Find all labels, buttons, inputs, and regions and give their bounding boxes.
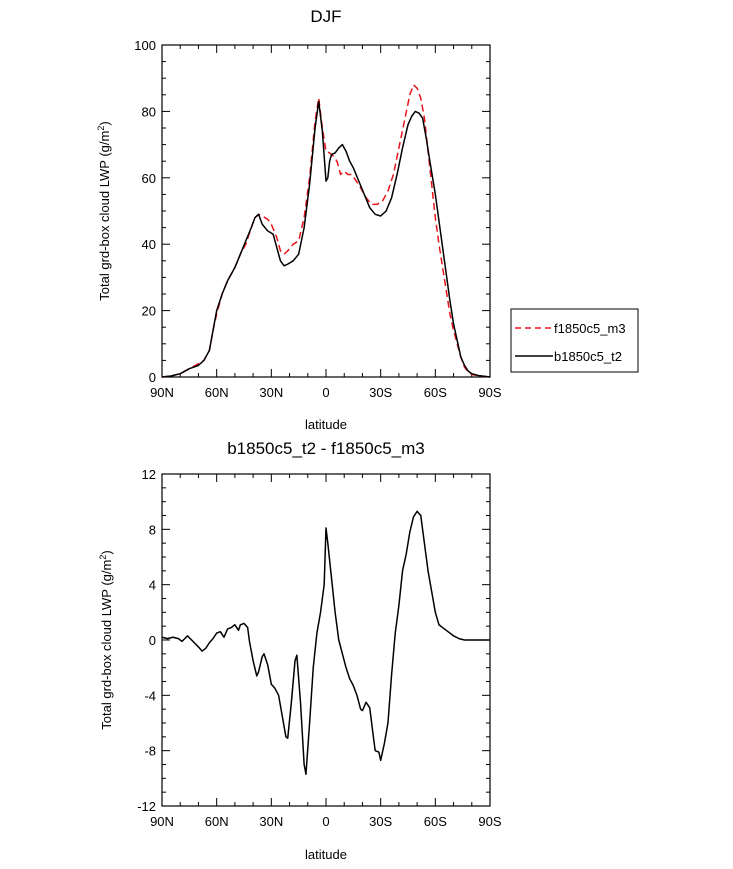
bottom-y-tick-label: 8 — [149, 522, 156, 537]
top-series-b1850c5-t2 — [161, 100, 491, 378]
bottom-x-tick-label: 90S — [478, 814, 501, 829]
bottom-panel: b1850c5_t2 - f1850c5_m3 90N 60N 30N 0 30S 60S… — [98, 439, 502, 862]
bottom-y-tick-label: -4 — [144, 688, 156, 703]
top-x-tick-label: 60N — [205, 385, 229, 400]
top-y-tick-label: 100 — [134, 38, 156, 53]
top-x-axis-label: latitude — [305, 417, 347, 432]
bottom-x-tick-label: 90N — [150, 814, 174, 829]
legend-label-b1850c5-t2: b1850c5_t2 — [554, 349, 622, 364]
top-y-tick-label: 60 — [142, 171, 156, 186]
top-y-tick-label: 40 — [142, 237, 156, 252]
top-x-tick-label: 0 — [322, 385, 329, 400]
top-x-tick-label: 90N — [150, 385, 174, 400]
legend-label-f1850c5-m3: f1850c5_m3 — [554, 321, 626, 336]
bottom-x-axis-label: latitude — [305, 847, 347, 862]
top-axes-ticks: 90N 60N 30N 0 30S 60S 90S 0 20 40 60 80 100 — [134, 38, 502, 400]
bottom-x-tick-label: 60N — [205, 814, 229, 829]
top-y-tick-label: 0 — [149, 370, 156, 385]
bottom-x-tick-label: 60S — [424, 814, 447, 829]
bottom-y-tick-label: 12 — [142, 467, 156, 482]
top-chart-title: DJF — [310, 7, 341, 26]
top-panel: DJF 90N 60N 30N 0 30S 60S 90S 0 20 40 60 80 100 lati… — [96, 7, 639, 432]
bottom-y-tick-label: -12 — [137, 799, 156, 814]
bottom-x-tick-label: 30N — [259, 814, 283, 829]
top-series-lines — [161, 84, 491, 378]
legend: f1850c5_m3 b1850c5_t2 — [510, 308, 639, 373]
bottom-x-tick-label: 30S — [369, 814, 392, 829]
top-x-tick-label: 90S — [478, 385, 501, 400]
top-y-axis-label: Total grd-box cloud LWP (g/m2) — [96, 121, 112, 300]
bottom-y-tick-label: 0 — [149, 633, 156, 648]
bottom-axes-ticks: 90N 60N 30N 0 30S 60S 90S -12 -8 -4 0 4 8 12 — [137, 467, 502, 829]
bottom-series-lines — [161, 510, 490, 775]
bottom-x-tick-label: 0 — [322, 814, 329, 829]
top-y-tick-label: 80 — [142, 104, 156, 119]
bottom-series-b1850c5-t2-f1850c5-m3 — [161, 510, 490, 775]
bottom-y-axis-label: Total grd-box cloud LWP (g/m2) — [98, 550, 114, 729]
legend-box — [510, 308, 639, 373]
bottom-chart-title: b1850c5_t2 - f1850c5_m3 — [227, 439, 425, 458]
top-y-tick-label: 20 — [142, 304, 156, 319]
top-x-tick-label: 30S — [369, 385, 392, 400]
top-x-tick-label: 60S — [424, 385, 447, 400]
top-x-tick-label: 30N — [259, 385, 283, 400]
top-plot-frame — [161, 44, 491, 378]
bottom-y-tick-label: 4 — [149, 578, 156, 593]
bottom-y-tick-label: -8 — [144, 744, 156, 759]
